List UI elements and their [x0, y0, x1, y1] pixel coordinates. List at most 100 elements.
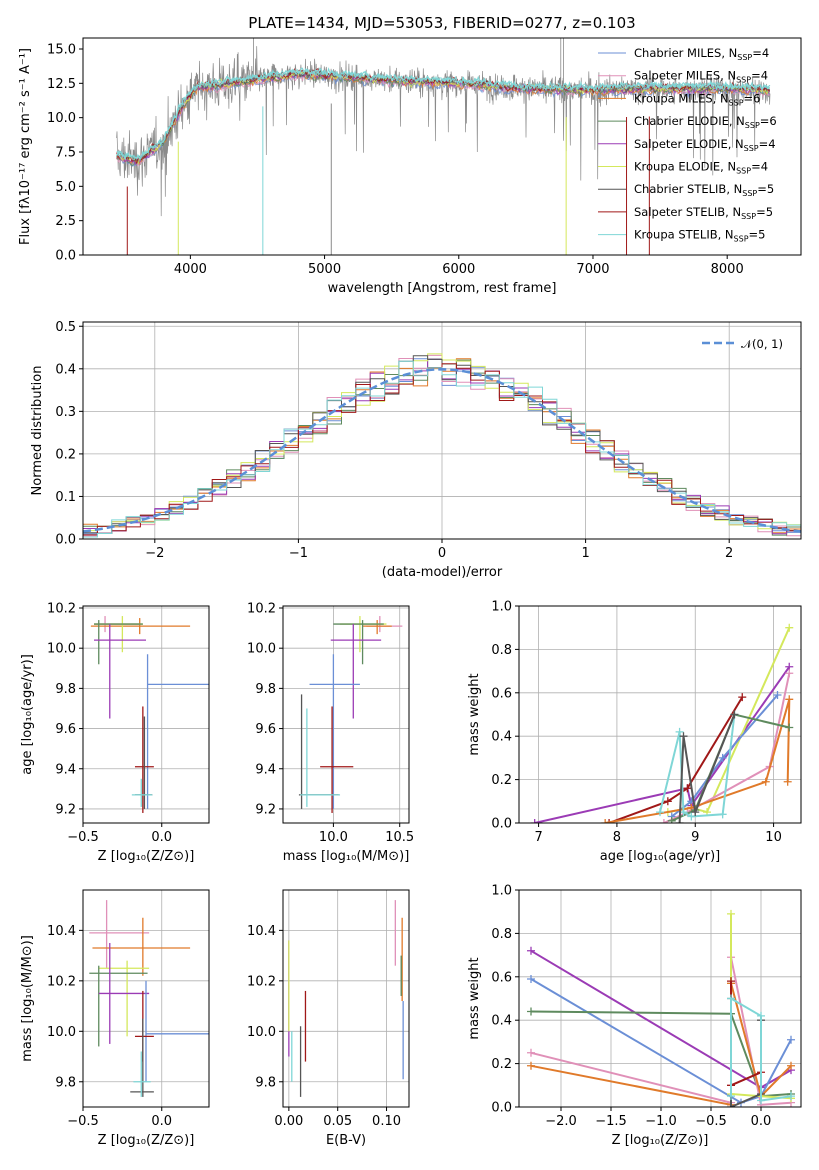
- y-tick-label: 10.2: [47, 974, 76, 989]
- series-line-chabrier_stelib: [678, 714, 736, 823]
- x-tick-label: −2.0: [545, 1114, 577, 1129]
- x-tick-label: 5000: [308, 262, 341, 277]
- legend-label: Chabrier MILES, NSSP=4: [634, 46, 769, 62]
- series-marker-salpeter_elodie: [530, 819, 539, 823]
- x-tick-label: 0.0: [751, 1114, 772, 1129]
- y-axis-label: mass weight: [467, 957, 482, 1039]
- y-tick-label: 0.6: [491, 686, 512, 701]
- axes-frame: [82, 605, 210, 824]
- series-marker-chabrier_stelib: [675, 819, 684, 823]
- x-axis-label: E(B-V): [326, 1133, 366, 1148]
- axes-mass_vs_z: −0.5 0.0 9.8 10.0 10.2 10.4 Z [log₁₀(Z/Z⊙)] mas…: [20, 889, 210, 1148]
- series-line-chabrier_elodie: [530, 1010, 792, 1098]
- series-marker-chabrier_elodie: [785, 723, 794, 732]
- axes-frame: [518, 889, 802, 1108]
- spectrum-model-kroupa_elodie: [116, 70, 770, 165]
- series-marker-salpeter_miles: [527, 1048, 535, 1057]
- plot-area-massweight_vs_age: [530, 623, 794, 823]
- legend-label: Salpeter ELODIE, NSSP=4: [634, 137, 776, 153]
- y-tick-label: 9.4: [255, 762, 276, 777]
- y-tick-label: 7.5: [55, 145, 76, 160]
- series-marker-orange: [785, 695, 794, 704]
- series-marker-kroupa_stelib: [757, 1011, 765, 1020]
- x-axis-label: wavelength [Angstrom, rest frame]: [328, 281, 557, 296]
- series-marker-salpeter_miles: [785, 669, 794, 678]
- series-marker-chabrier_stelib: [679, 732, 688, 741]
- axes-frame: [518, 605, 802, 824]
- x-tick-label: 10: [765, 830, 782, 845]
- series-marker-salpeter_stelib: [738, 693, 747, 702]
- y-tick-label: 9.6: [255, 722, 276, 737]
- series-marker-salpeter_stelib: [605, 819, 614, 823]
- x-tick-label: 7: [534, 830, 542, 845]
- y-tick-label: 2.5: [55, 214, 76, 229]
- series-marker-orange: [601, 819, 610, 823]
- plot-area-mass_vs_ebv: [288, 900, 404, 1097]
- y-tick-label: 0.0: [55, 249, 76, 264]
- x-tick-label: 8000: [711, 262, 744, 277]
- series-marker-kroupa_stelib: [757, 1096, 765, 1105]
- x-tick-label: 8: [613, 830, 621, 845]
- y-tick-label: 0.8: [491, 927, 512, 942]
- y-tick-label: 10.0: [247, 642, 276, 657]
- y-tick-label: 0.2: [491, 773, 512, 788]
- plot-area-spectrum: [116, 38, 771, 255]
- figure-title: PLATE=1434, MJD=53053, FIBERID=0277, z=0…: [248, 14, 635, 32]
- y-tick-label: 1.0: [491, 600, 512, 615]
- x-tick-label: 1: [581, 546, 589, 561]
- histogram-kroupa_stelib: [83, 360, 801, 539]
- plot-area-residuals: [83, 353, 801, 539]
- axes-spectrum: 4000 5000 6000 7000 8000 0.0 2.5 5.0 7.5 10.0 12.5…: [18, 37, 802, 296]
- y-tick-label: 10.2: [247, 974, 276, 989]
- y-tick-label: 0.1: [55, 490, 76, 505]
- axes-frame: [282, 889, 410, 1108]
- x-axis-label: Z [log₁₀(Z/Z⊙)]: [98, 849, 195, 864]
- y-tick-label: 0.4: [55, 362, 76, 377]
- series-line-kroupa_stelib: [659, 714, 736, 818]
- y-tick-label: 0.0: [55, 533, 76, 548]
- axes-frame: [282, 605, 410, 824]
- series-marker-salpeter_stelib: [727, 977, 735, 986]
- y-tick-label: 0.0: [491, 1101, 512, 1116]
- x-tick-label: 0.10: [372, 1114, 401, 1129]
- series-line-salpeter_stelib: [608, 696, 744, 823]
- plot-area-mass_vs_z: [89, 900, 209, 1097]
- x-tick-label: −1.5: [595, 1114, 627, 1129]
- x-tick-label: −2: [145, 546, 164, 561]
- legend-label: 𝒩(0, 1): [741, 337, 783, 351]
- series-marker-chabrier_miles: [527, 974, 535, 983]
- y-tick-label: 0.8: [491, 643, 512, 658]
- y-tick-label: 0.0: [491, 817, 512, 832]
- spectrum-model-kroupa-stelib-line: [116, 67, 771, 161]
- x-tick-label: 6000: [442, 262, 475, 277]
- series-marker-kroupa_stelib: [727, 994, 735, 1003]
- series-marker-chabrier_elodie: [667, 816, 676, 823]
- legend-label: Salpeter STELIB, NSSP=5: [634, 205, 773, 221]
- y-tick-label: 10.4: [47, 924, 76, 939]
- x-tick-label: 0.00: [274, 1114, 303, 1129]
- y-tick-label: 0.6: [491, 970, 512, 985]
- series-marker-kroupa_stelib: [656, 808, 664, 817]
- y-tick-label: 9.2: [255, 802, 276, 817]
- series-marker-chabrier_stelib: [691, 808, 700, 817]
- axes-massweight_vs_age: 7 8 9 10 0.0 0.2 0.4 0.6 0.8 1.0 age [log₁₀(age/yr…: [467, 600, 802, 864]
- y-tick-label: 1.0: [491, 884, 512, 899]
- y-tick-label: 0.4: [491, 1014, 512, 1029]
- y-axis-label: mass weight: [467, 673, 482, 755]
- normal-curve: [83, 368, 801, 533]
- series-line-salpeter_miles: [663, 673, 791, 823]
- series-marker-chabrier_stelib: [730, 710, 739, 719]
- legend-label: Kroupa MILES, NSSP=6: [634, 91, 760, 107]
- legend-label: Salpeter MILES, NSSP=4: [634, 69, 768, 85]
- series-marker-kroupa_stelib: [687, 812, 696, 821]
- x-axis-label: (data-model)/error: [382, 565, 503, 580]
- series-marker-salpeter_stelib: [683, 784, 692, 793]
- y-tick-label: 10.0: [247, 1025, 276, 1040]
- x-tick-label: 7000: [576, 262, 609, 277]
- y-tick-label: 12.5: [47, 77, 76, 92]
- x-tick-label: 2: [725, 546, 733, 561]
- x-tick-label: −0.5: [67, 1114, 99, 1129]
- x-tick-label: 0.0: [151, 1114, 172, 1129]
- series-marker-orange: [761, 777, 770, 786]
- y-tick-label: 10.0: [47, 111, 76, 126]
